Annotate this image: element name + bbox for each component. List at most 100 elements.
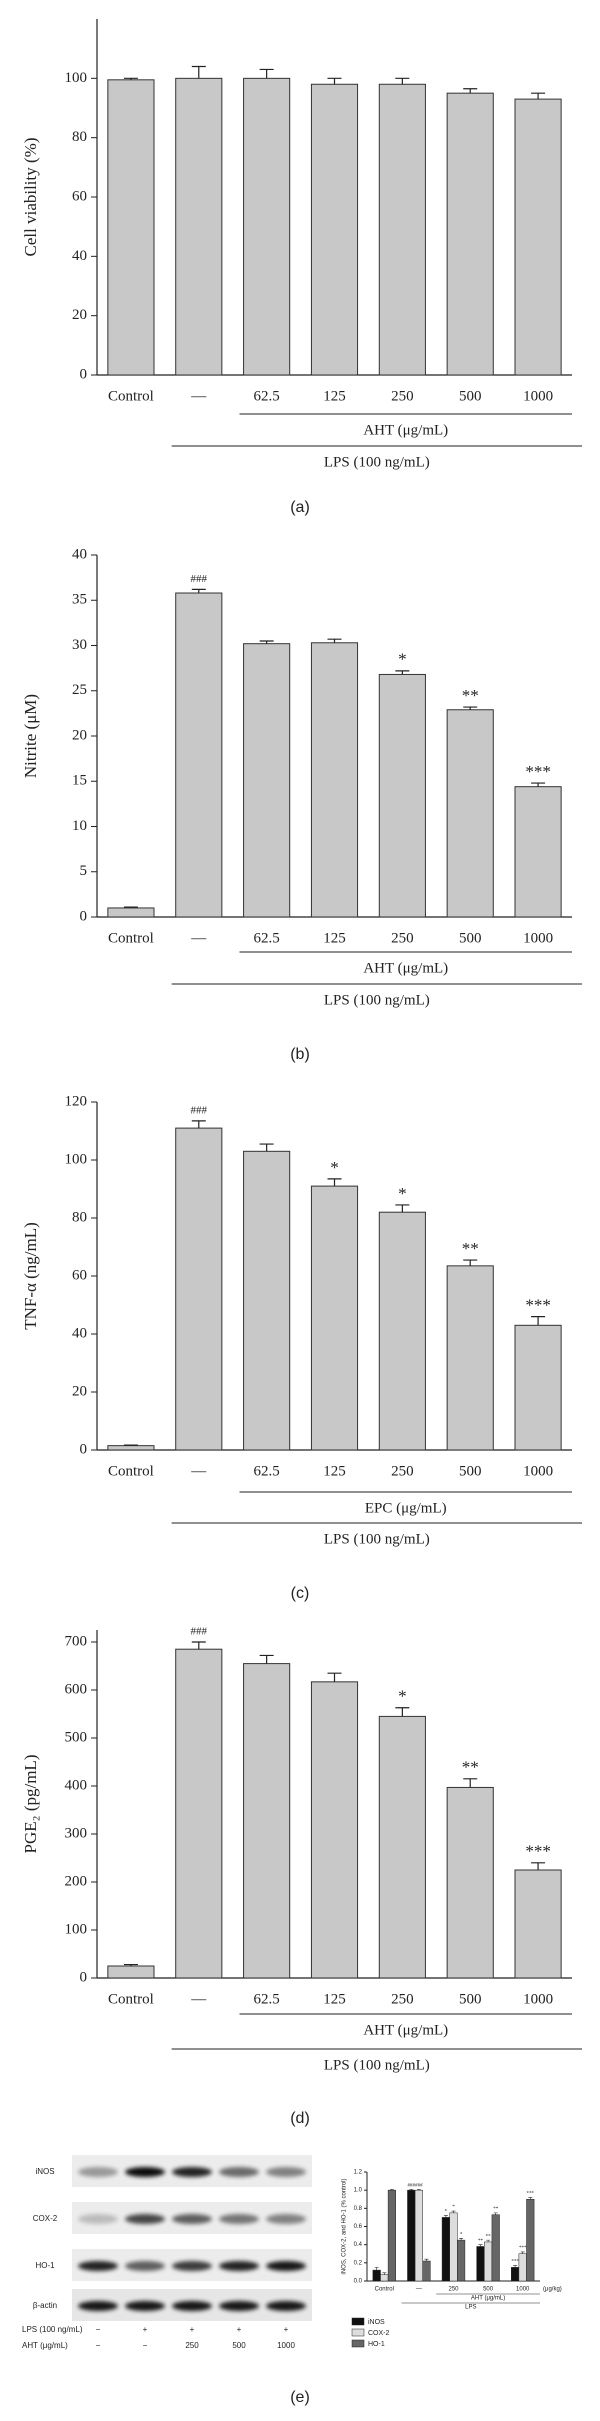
- error-bar: [191, 588, 206, 594]
- blot-band: [266, 2167, 306, 2177]
- x-tick-label: —: [190, 1463, 207, 1479]
- bar: [378, 673, 426, 918]
- x-tick-label: Control: [108, 388, 154, 404]
- x-tick-label: 62.5: [254, 930, 280, 946]
- bar: [107, 907, 155, 918]
- lane-value: +: [190, 2325, 195, 2334]
- annotation: ***: [519, 2246, 527, 2251]
- bar: [243, 1663, 291, 1979]
- bar: [476, 2246, 485, 2282]
- bar: [310, 83, 359, 376]
- bar: [387, 2189, 396, 2282]
- legend-swatch: [351, 2339, 365, 2348]
- x-tick-label: 62.5: [254, 1991, 280, 2007]
- error-bar: [531, 92, 546, 100]
- annotation: *: [452, 2205, 455, 2210]
- legend-label: COX-2: [368, 2330, 390, 2337]
- y-tick-label: 600: [65, 1681, 88, 1697]
- error-bar: [123, 77, 138, 80]
- lane-value: 1000: [277, 2341, 295, 2350]
- bar: [378, 83, 426, 376]
- y-tick-label: 300: [65, 1825, 88, 1841]
- legend-swatch: [351, 2328, 365, 2337]
- y-tick-label: 20: [72, 727, 87, 743]
- bar: [243, 77, 291, 376]
- blot-band: [78, 2301, 118, 2311]
- blot-band: [172, 2167, 212, 2177]
- annotation: **: [486, 2234, 492, 2239]
- y-tick-label: 25: [72, 682, 87, 698]
- blot-band: [219, 2167, 259, 2177]
- x-tick-label: 250: [448, 2287, 459, 2293]
- bar: [446, 709, 494, 918]
- y-tick-label: 500: [65, 1729, 88, 1745]
- error-bar: [451, 2210, 456, 2213]
- error-bar: [463, 88, 478, 94]
- annotation: ***: [511, 2260, 519, 2265]
- blot-band: [125, 2261, 165, 2271]
- y-axis-label: PGE₂ (pg/mL): [21, 1755, 40, 1854]
- x-tick-label: 62.5: [254, 1463, 280, 1479]
- y-tick-label: 80: [72, 129, 87, 145]
- y-tick-label: 100: [65, 1151, 88, 1167]
- error-bar: [424, 2258, 429, 2262]
- x-tick-label: 250: [391, 388, 414, 404]
- group-label: AHT (μg/mL): [363, 960, 448, 976]
- error-bar: [259, 1143, 274, 1152]
- y-axis-label: Cell viability (%): [21, 138, 40, 257]
- error-bar: [395, 77, 410, 85]
- lane-value: +: [284, 2325, 289, 2334]
- annotation: **: [462, 686, 479, 705]
- error-bar: [327, 1178, 342, 1187]
- lane-value: 500: [232, 2341, 246, 2350]
- bar: [414, 2189, 423, 2282]
- lane-value: +: [143, 2325, 148, 2334]
- error-bar: [443, 2215, 448, 2218]
- blot-band: [172, 2301, 212, 2311]
- error-bar: [463, 1259, 478, 1266]
- y-tick-label: 0: [80, 1969, 88, 1985]
- x-tick-label: 500: [483, 2287, 494, 2293]
- bar: [372, 2269, 381, 2282]
- error-bar: [459, 2238, 464, 2241]
- blot-band: [78, 2167, 118, 2177]
- annotation: **: [478, 2239, 484, 2244]
- lane-value: −: [96, 2325, 101, 2334]
- x-tick-label: 500: [459, 1463, 482, 1479]
- error-bar: [327, 1672, 342, 1682]
- lane-value: 250: [185, 2341, 199, 2350]
- x-tick-label: 1000: [523, 930, 553, 946]
- annotation: *: [398, 1687, 407, 1706]
- bar: [514, 1324, 562, 1451]
- x-tick-label: 1000: [523, 1991, 553, 2007]
- y-tick-label: 1.0: [354, 2188, 363, 2194]
- y-tick-label: 0: [80, 908, 88, 924]
- y-tick-label: 1.2: [354, 2170, 363, 2176]
- x-tick-label: 500: [459, 930, 482, 946]
- bar: [422, 2260, 431, 2282]
- annotation: ###: [191, 573, 208, 585]
- x-tick-label: —: [190, 388, 207, 404]
- y-axis-label: TNF-α (ng/mL): [21, 1222, 40, 1330]
- bar: [107, 1445, 155, 1451]
- x-tick-label: 1000: [516, 2287, 530, 2293]
- blot-row-label: β-actin: [33, 2301, 57, 2310]
- error-bar: [389, 2188, 394, 2191]
- error-bar: [531, 1316, 546, 1326]
- y-tick-label: 0.4: [354, 2242, 363, 2248]
- group-label: AHT (μg/mL): [363, 422, 448, 438]
- blot-band: [219, 2261, 259, 2271]
- y-axis-label: Nitrite (μM): [21, 694, 40, 778]
- error-bar: [382, 2272, 387, 2275]
- panel-label: (b): [290, 1046, 310, 1063]
- bar: [514, 786, 562, 918]
- error-bar: [123, 906, 138, 908]
- lane-row-label: LPS (100 ng/mL): [22, 2325, 83, 2334]
- blot-row-label: iNOS: [35, 2167, 54, 2176]
- blot-band: [266, 2261, 306, 2271]
- y-tick-label: 100: [65, 70, 88, 86]
- legend-swatch: [351, 2317, 365, 2326]
- x-tick-label: 250: [391, 1991, 414, 2007]
- annotation: ###: [415, 2183, 423, 2188]
- error-bar: [520, 2251, 525, 2254]
